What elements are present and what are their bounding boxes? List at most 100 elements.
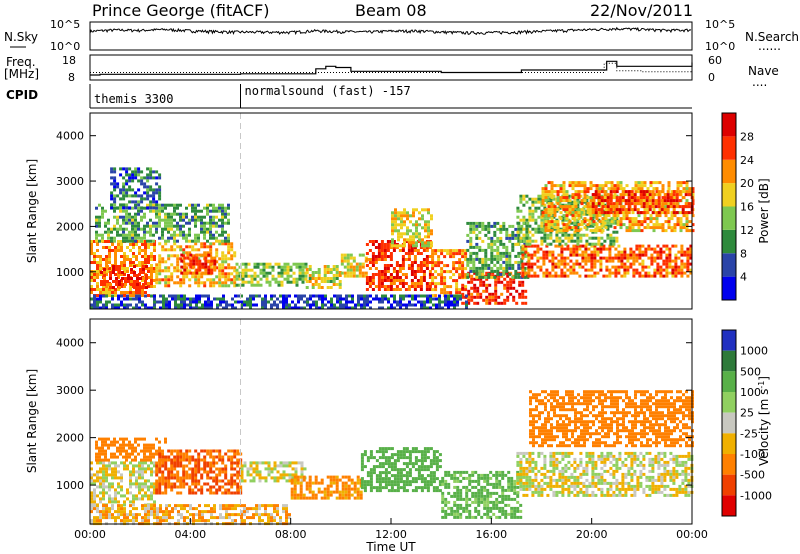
data-cell <box>144 267 147 270</box>
data-cell <box>628 223 632 227</box>
data-cell <box>90 491 93 495</box>
data-cell <box>394 208 397 212</box>
data-cell <box>589 202 593 206</box>
data-cell <box>308 478 312 482</box>
data-cell <box>300 470 304 474</box>
data-cell <box>311 286 315 289</box>
data-cell <box>185 206 188 210</box>
data-cell <box>188 257 192 261</box>
data-cell <box>577 211 581 215</box>
data-cell <box>516 206 520 210</box>
data-cell <box>158 464 162 468</box>
data-cell <box>371 273 375 276</box>
nave-legend-dots: .... <box>752 75 767 89</box>
data-cell <box>167 215 170 219</box>
data-cell <box>120 240 123 243</box>
data-cell <box>455 288 459 292</box>
data-cell <box>545 274 549 278</box>
data-cell <box>253 274 257 278</box>
data-cell <box>419 282 423 285</box>
data-cell <box>663 208 667 212</box>
data-cell <box>595 217 599 221</box>
data-cell <box>512 280 516 284</box>
data-cell <box>98 458 101 462</box>
data-cell <box>191 476 195 480</box>
data-cell <box>511 233 515 237</box>
data-cell <box>621 196 625 200</box>
data-cell <box>108 255 111 258</box>
data-cell <box>363 294 366 298</box>
data-cell <box>150 252 153 255</box>
data-cell <box>472 230 476 234</box>
data-cell <box>136 283 139 286</box>
data-cell <box>164 485 168 489</box>
data-cell <box>380 276 384 279</box>
data-cell <box>543 203 547 207</box>
data-cell <box>565 190 569 194</box>
data-cell <box>96 288 99 291</box>
data-cell <box>551 268 555 272</box>
data-cell <box>170 215 173 219</box>
data-cell <box>104 440 107 444</box>
data-cell <box>603 211 607 215</box>
data-cell <box>293 475 297 479</box>
data-cell <box>668 265 672 269</box>
data-cell <box>314 277 318 280</box>
data-cell <box>276 476 280 480</box>
data-cell <box>578 253 582 257</box>
data-cell <box>250 274 254 278</box>
data-cell <box>123 270 126 273</box>
data-cell <box>221 275 225 279</box>
data-cell <box>114 500 117 504</box>
data-cell <box>144 279 147 282</box>
data-cell <box>304 277 308 281</box>
data-cell <box>349 262 353 266</box>
data-cell <box>414 294 417 298</box>
data-cell <box>502 260 506 264</box>
data-cell <box>134 230 137 234</box>
data-cell <box>159 306 162 310</box>
data-cell <box>125 236 128 240</box>
data-cell <box>584 274 588 278</box>
data-cell <box>566 268 570 272</box>
data-cell <box>117 249 120 252</box>
data-cell <box>188 284 192 288</box>
data-cell <box>563 274 567 278</box>
data-cell <box>105 491 108 495</box>
data-cell <box>608 268 612 272</box>
data-cell <box>424 208 427 212</box>
data-cell <box>595 202 599 206</box>
data-cell <box>644 274 648 278</box>
data-cell <box>490 242 494 246</box>
data-cell <box>628 229 632 233</box>
power-colorbar-tick-label: 8 <box>740 247 747 260</box>
data-cell <box>335 265 339 268</box>
data-cell <box>541 211 545 215</box>
data-cell <box>604 205 608 209</box>
data-cell <box>114 246 117 249</box>
data-cell <box>527 268 531 272</box>
data-cell <box>167 269 171 273</box>
data-cell <box>188 221 191 225</box>
data-cell <box>626 271 630 275</box>
data-cell <box>453 294 456 298</box>
data-cell <box>389 246 393 249</box>
data-cell <box>426 294 429 298</box>
data-cell <box>291 476 295 480</box>
data-cell <box>96 297 99 301</box>
data-cell <box>332 283 336 286</box>
data-cell <box>294 461 298 465</box>
data-cell <box>206 203 209 207</box>
data-cell <box>315 294 318 298</box>
data-cell <box>268 265 272 269</box>
data-cell <box>123 294 126 297</box>
data-cell <box>102 473 105 477</box>
data-cell <box>419 288 423 291</box>
data-cell <box>346 259 350 263</box>
data-cell <box>589 229 593 233</box>
data-cell <box>399 294 402 298</box>
data-cell <box>298 274 302 278</box>
data-cell <box>637 187 641 191</box>
data-cell <box>227 257 231 261</box>
data-cell <box>609 242 613 246</box>
